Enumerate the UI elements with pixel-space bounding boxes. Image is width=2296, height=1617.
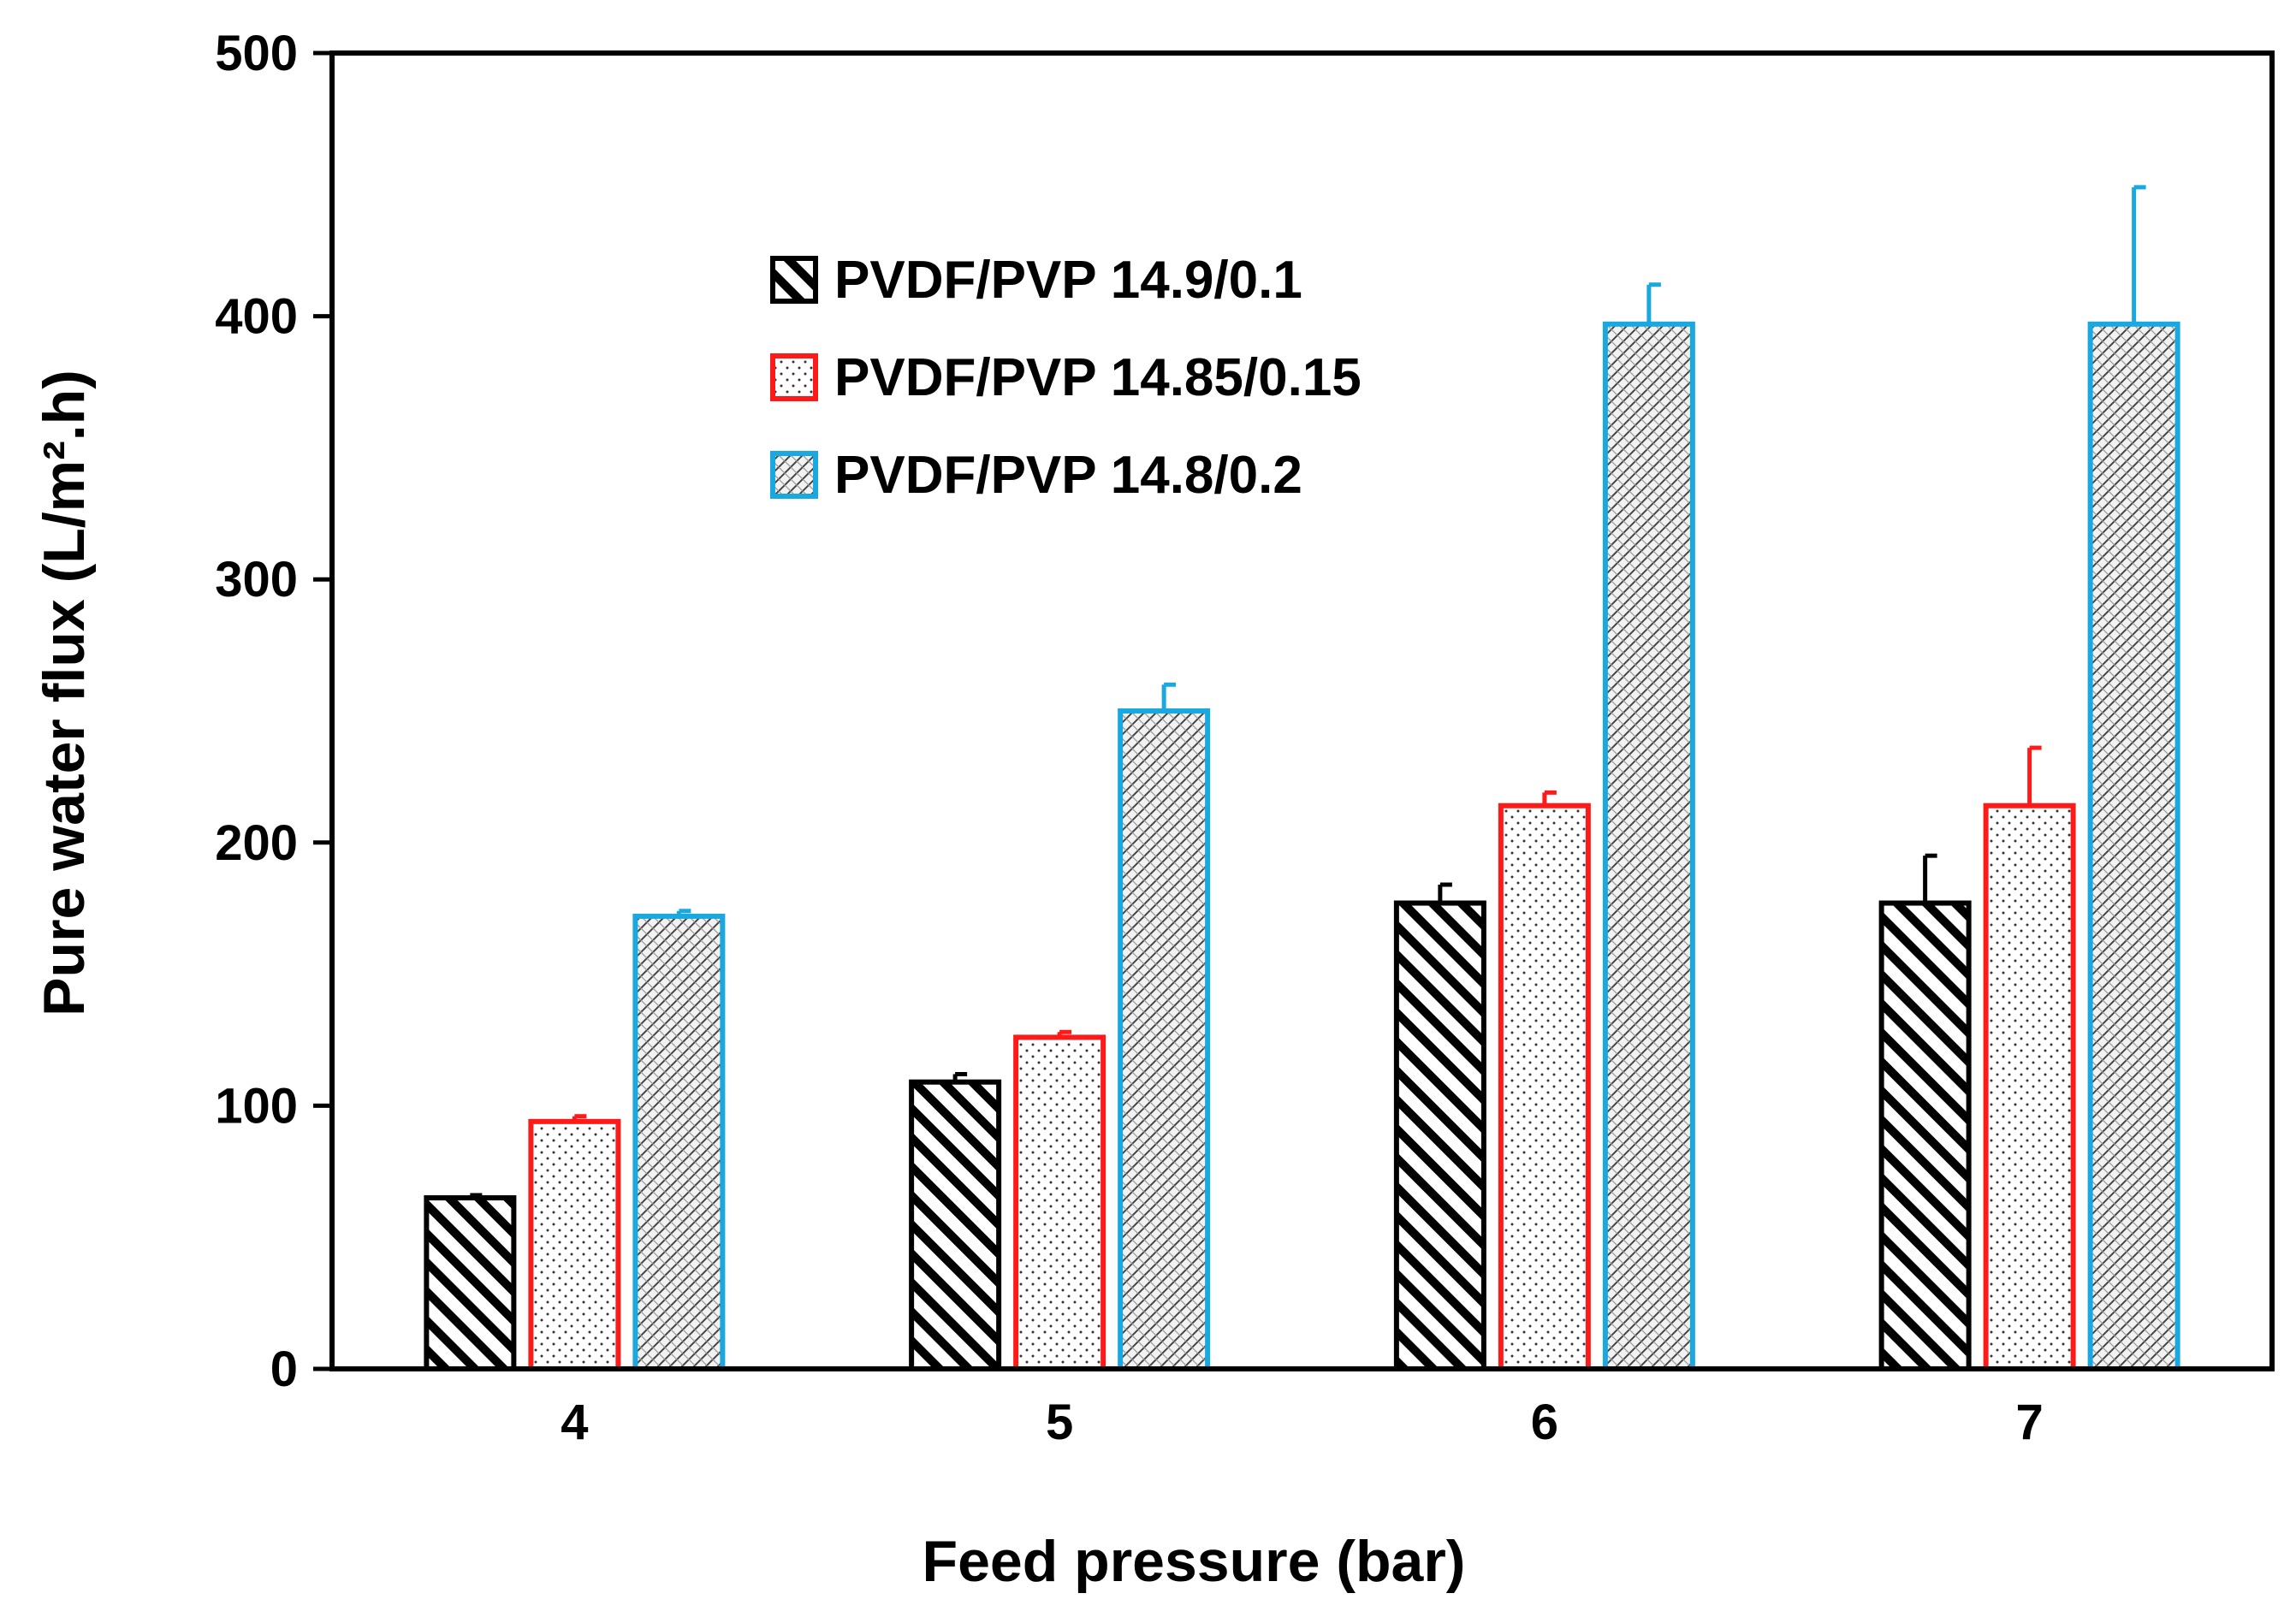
legend-swatch [770,451,818,499]
plot-frame [329,50,2275,1371]
legend: PVDF/PVP 14.9/0.1 PVDF/PVP 14.85/0.15 PVDF… [770,251,1362,505]
bar [1602,321,1695,1371]
y-tick-label: 0 [270,1342,298,1397]
legend-label: PVDF/PVP 14.85/0.15 [834,348,1362,407]
bar [1983,803,2076,1371]
x-axis-label: Feed pressure (bar) [923,1529,1466,1594]
y-tick-label: 200 [215,815,298,871]
bar [632,913,726,1371]
bar [528,1118,621,1371]
y-tick-label: 400 [215,289,298,345]
bar [909,1079,1002,1371]
y-tick-label: 100 [215,1078,298,1134]
bar [1118,708,1211,1371]
legend-swatch [770,353,818,401]
x-axis-ticks: 4 5 6 7 [561,1395,2044,1450]
bar [1878,900,1972,1371]
y-axis-ticks: 0 100 200 300 400 500 [215,26,332,1397]
legend-label: PVDF/PVP 14.9/0.1 [834,251,1302,310]
bar [2087,321,2180,1371]
x-tick-label: 5 [1046,1395,1073,1450]
y-tick-label: 300 [215,552,298,607]
legend-swatch [770,256,818,304]
bar [1498,803,1591,1371]
y-tick-label: 500 [215,26,298,81]
y-axis-label: Pure water flux (L/m².h) [32,370,97,1016]
bar [424,1195,517,1372]
error-bars-layer [467,185,2146,1199]
bar [1393,900,1486,1371]
x-tick-label: 6 [1531,1395,1558,1450]
x-tick-label: 7 [2015,1395,2043,1450]
legend-label: PVDF/PVP 14.8/0.2 [834,446,1302,505]
x-tick-label: 4 [561,1395,588,1450]
bar [1013,1034,1106,1371]
